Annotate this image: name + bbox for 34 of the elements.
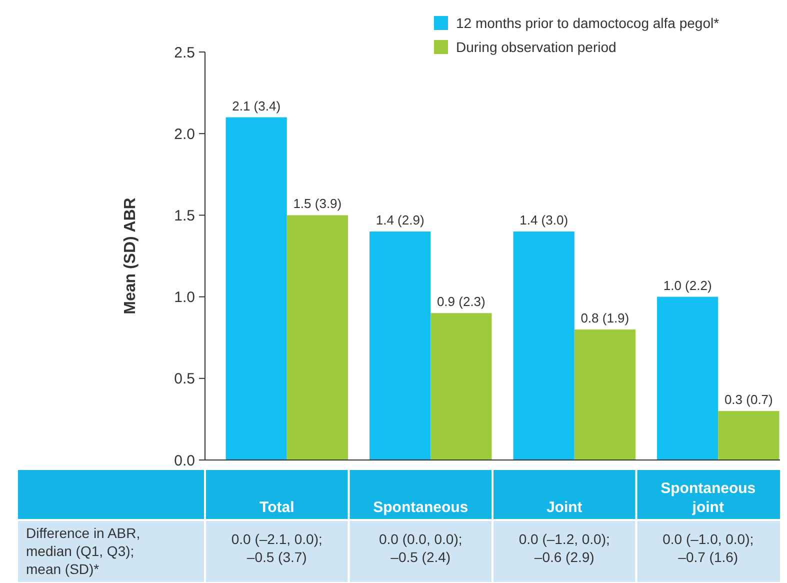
- y-axis-title: Mean (SD) ABR: [122, 197, 139, 314]
- data-label: 1.4 (3.0): [520, 212, 568, 228]
- bar: [226, 117, 287, 460]
- bar: [430, 313, 492, 460]
- y-tick-label: 0.0: [174, 452, 195, 470]
- bar: [574, 329, 636, 460]
- y-tick-label: 1.5: [174, 207, 195, 224]
- data-label: 0.9 (2.3): [436, 294, 486, 310]
- text: 0.0 (0.0, 0.0); –0.5 (2.4): [378, 531, 462, 565]
- x-tick-label: Total: [260, 499, 294, 516]
- bar: [513, 232, 574, 460]
- x-tick-label: Joint: [546, 499, 582, 516]
- data-label: 0.3 (0.7): [724, 392, 773, 408]
- bar: [370, 232, 431, 460]
- legend-label: 12 months prior to damoctocog alfa pegol*: [456, 14, 720, 31]
- y-tick-label: 0.5: [174, 370, 195, 388]
- text: 0.0 (–1.2, 0.0); –0.6 (2.9): [518, 531, 610, 565]
- legend-label: During observation period: [456, 38, 616, 55]
- data-label: 1.4 (2.9): [376, 212, 424, 228]
- text: 0.0 (–1.0, 0.0); –0.7 (1.6): [662, 531, 754, 565]
- data-label: 2.1 (3.4): [232, 98, 281, 114]
- bar: [718, 411, 780, 460]
- x-tick-label: Spontaneous joint: [660, 480, 756, 516]
- data-label: 0.8 (1.9): [580, 310, 630, 326]
- text: Difference in ABR, median (Q1, Q3); mean (SD)*: [26, 525, 140, 577]
- text: 0.0 (–2.1, 0.0); –0.5 (3.7): [231, 531, 322, 565]
- x-tick-label: Spontaneous: [373, 499, 468, 516]
- y-tick-label: 2.5: [174, 44, 195, 62]
- bar: [657, 296, 718, 460]
- y-tick-label: 1.0: [174, 289, 195, 306]
- y-tick-label: 2.0: [174, 126, 195, 143]
- data-label: 1.0 (2.2): [663, 278, 712, 293]
- bar: [286, 215, 348, 460]
- data-label: 1.5 (3.9): [293, 196, 342, 212]
